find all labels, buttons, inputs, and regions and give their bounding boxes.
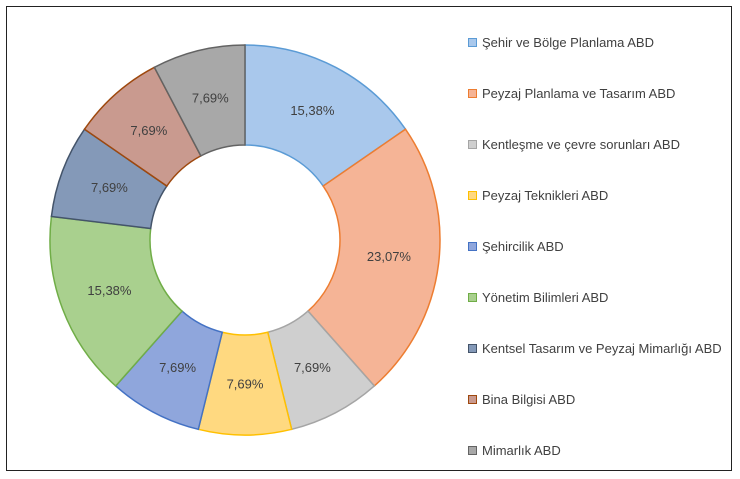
donut-slice bbox=[244, 44, 407, 188]
legend-label: Bina Bilgisi ABD bbox=[482, 392, 576, 407]
legend-swatch bbox=[468, 446, 477, 455]
legend-label: Peyzaj Teknikleri ABD bbox=[482, 188, 609, 203]
legend-swatch bbox=[468, 140, 477, 149]
legend-swatch bbox=[468, 191, 477, 200]
legend-swatch bbox=[468, 38, 477, 47]
legend-item: Şehir ve Bölge Planlama ABD bbox=[468, 34, 654, 51]
donut-slice bbox=[49, 215, 184, 388]
donut-slice bbox=[153, 44, 246, 157]
legend-swatch bbox=[468, 89, 477, 98]
legend-item: Kentleşme ve çevre sorunları ABD bbox=[468, 136, 680, 153]
legend-swatch bbox=[468, 242, 477, 251]
data-label: 7,69% bbox=[130, 123, 167, 138]
legend-label: Yönetim Bilimleri ABD bbox=[482, 290, 609, 305]
legend-item: Bina Bilgisi ABD bbox=[468, 391, 575, 408]
legend-item: Şehircilik ABD bbox=[468, 238, 564, 255]
data-label: 15,38% bbox=[290, 103, 335, 118]
legend-item: Yönetim Bilimleri ABD bbox=[468, 289, 608, 306]
data-label: 7,69% bbox=[91, 180, 128, 195]
legend-item: Mimarlık ABD bbox=[468, 442, 561, 459]
legend-label: Mimarlık ABD bbox=[482, 443, 561, 458]
legend-label: Kentsel Tasarım ve Peyzaj Mimarlığı ABD bbox=[482, 341, 722, 356]
data-label: 15,38% bbox=[87, 283, 132, 298]
legend-item: Kentsel Tasarım ve Peyzaj Mimarlığı ABD bbox=[468, 340, 722, 357]
legend-label: Peyzaj Planlama ve Tasarım ABD bbox=[482, 86, 676, 101]
legend-label: Şehircilik ABD bbox=[482, 239, 564, 254]
legend-item: Peyzaj Planlama ve Tasarım ABD bbox=[468, 85, 675, 102]
data-label: 23,07% bbox=[367, 249, 412, 264]
legend-label: Kentleşme ve çevre sorunları ABD bbox=[482, 137, 680, 152]
legend-label: Şehir ve Bölge Planlama ABD bbox=[482, 35, 654, 50]
legend-swatch bbox=[468, 293, 477, 302]
data-label: 7,69% bbox=[294, 360, 331, 375]
legend-item: Peyzaj Teknikleri ABD bbox=[468, 187, 608, 204]
data-label: 7,69% bbox=[159, 360, 196, 375]
data-label: 7,69% bbox=[192, 91, 229, 106]
chart-frame bbox=[6, 6, 732, 471]
donut-slice bbox=[306, 128, 441, 388]
legend-swatch bbox=[468, 344, 477, 353]
data-label: 7,69% bbox=[227, 376, 264, 391]
legend-swatch bbox=[468, 395, 477, 404]
